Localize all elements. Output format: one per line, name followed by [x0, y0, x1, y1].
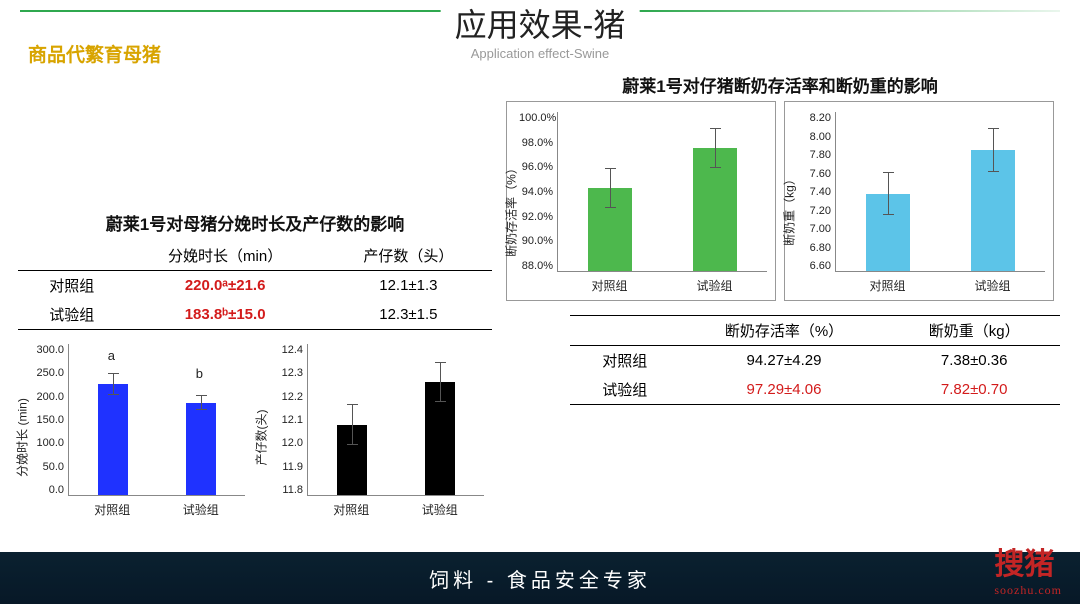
th: 断奶存活率（%） [680, 316, 889, 346]
chart-weaning-weight: 8.208.007.807.607.407.207.006.806.60断奶重（… [784, 101, 1054, 301]
table-row: 试验组183.8ᵇ±15.012.3±1.5 [18, 300, 492, 330]
right-title: 蔚莱1号对仔猪断奶存活率和断奶重的影响 [500, 72, 1060, 97]
section-label: 商品代繁育母猪 [28, 40, 161, 67]
th: 分娩时长（min） [126, 241, 325, 271]
table-row: 试验组97.29±4.067.82±0.70 [570, 375, 1060, 405]
soozhu-logo: 搜猪 soozhu.com [994, 539, 1062, 598]
table-row: 对照组220.0ᵃ±21.612.1±1.3 [18, 271, 492, 301]
page-title: 应用效果-猪 [455, 0, 626, 46]
right-table: 断奶存活率（%）断奶重（kg） 对照组94.27±4.297.38±0.36 试… [570, 315, 1060, 405]
page-subtitle-en: Application effect-Swine [455, 46, 626, 61]
chart-litter-size: 12.412.312.212.112.011.911.8产仔数(头)对照组试验组 [257, 334, 492, 524]
th [570, 316, 680, 346]
th: 产仔数（头） [325, 241, 492, 271]
left-title: 蔚莱1号对母猪分娩时长及产仔数的影响 [18, 210, 492, 235]
header: 应用效果-猪 Application effect-Swine 商品代繁育母猪 [0, 0, 1080, 70]
chart-farrowing-duration: 300.0250.0200.0150.0100.050.00.0分娩时长 (mi… [18, 334, 253, 524]
title-block: 应用效果-猪 Application effect-Swine [441, 0, 640, 61]
footer-text: 饲料 - 食品安全专家 [429, 564, 651, 593]
th [18, 241, 126, 271]
chart-survival-rate: 100.0%98.0%96.0%94.0%92.0%90.0%88.0%断奶存活… [506, 101, 776, 301]
right-block: 蔚莱1号对仔猪断奶存活率和断奶重的影响 100.0%98.0%96.0%94.0… [500, 72, 1060, 405]
table-row: 对照组94.27±4.297.38±0.36 [570, 346, 1060, 376]
th: 断奶重（kg） [888, 316, 1060, 346]
footer: 饲料 - 食品安全专家 [0, 552, 1080, 604]
left-table: 分娩时长（min）产仔数（头） 对照组220.0ᵃ±21.612.1±1.3 试… [18, 241, 492, 330]
left-block: 蔚莱1号对母猪分娩时长及产仔数的影响 分娩时长（min）产仔数（头） 对照组22… [18, 210, 492, 524]
